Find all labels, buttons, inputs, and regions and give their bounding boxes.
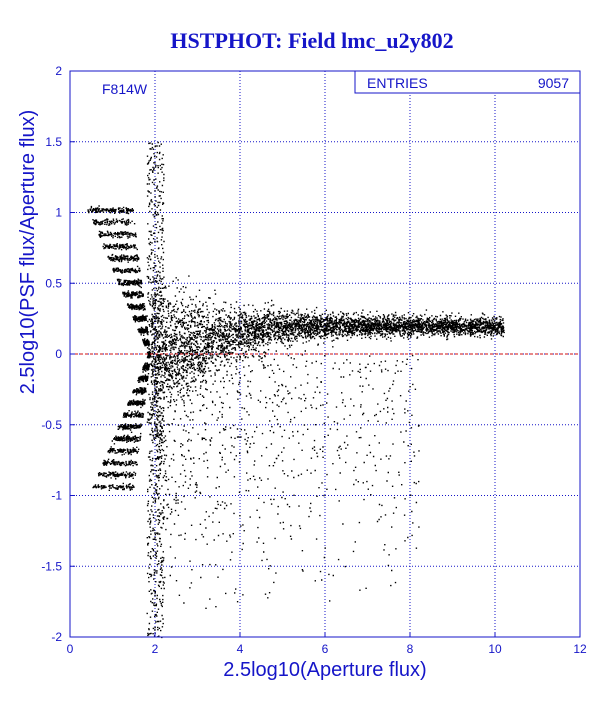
entries-value: 9057 [538, 75, 569, 91]
y-tick-label: 0.5 [45, 276, 62, 290]
y-tick-label: 1.5 [45, 135, 62, 149]
y-axis-label: 2.5log10(PSF flux/Aperture flux) [17, 110, 39, 395]
chart-title: HSTPHOT: Field lmc_u2y802 [170, 28, 453, 53]
y-tick-label: 2 [55, 64, 62, 78]
entries-label: ENTRIES [367, 75, 428, 91]
y-tick-label: -1.5 [41, 559, 62, 573]
tick-labels: 0 2 4 6 8 10 12 -2 -1.5 -1 -0.5 0 0.5 1 1.5 2 [41, 64, 587, 656]
y-tick-label: -0.5 [41, 418, 62, 432]
x-axis-label: 2.5log10(Aperture flux) [223, 659, 426, 681]
y-tick-label: 1 [55, 206, 62, 220]
x-tick-label: 4 [237, 642, 244, 656]
y-tick-label: 0 [55, 347, 62, 361]
x-tick-label: 12 [573, 642, 587, 656]
x-tick-label: 8 [407, 642, 414, 656]
y-tick-label: -1 [51, 489, 62, 503]
x-tick-label: 10 [488, 642, 502, 656]
x-tick-label: 0 [67, 642, 74, 656]
y-tick-label: -2 [51, 630, 62, 644]
entries-box-frame [354, 70, 581, 94]
x-tick-label: 2 [152, 642, 159, 656]
x-tick-label: 6 [322, 642, 329, 656]
filter-label: F814W [102, 81, 148, 97]
entries-box: ENTRIES 9057 [354, 70, 581, 94]
